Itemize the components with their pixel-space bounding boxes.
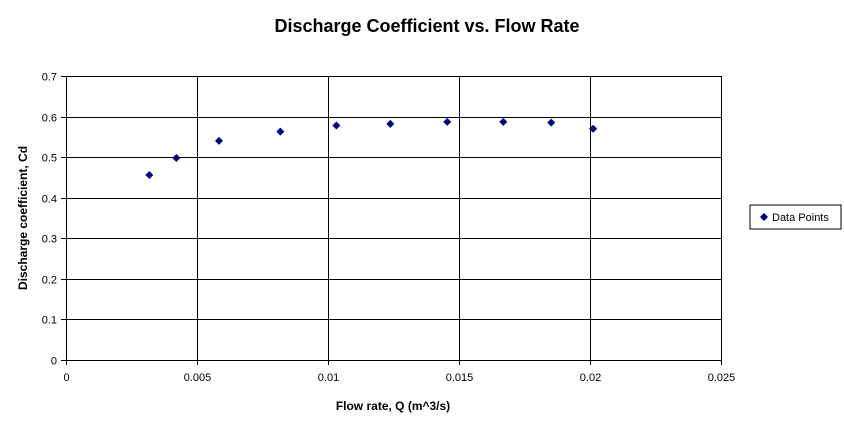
- y-tick-label: 0: [51, 356, 57, 368]
- legend-label: Data Points: [772, 212, 829, 224]
- data-point: [172, 153, 181, 162]
- y-tick-label: 0.3: [42, 234, 57, 246]
- y-tick-label: 0.5: [42, 153, 57, 165]
- data-point: [332, 121, 341, 130]
- data-point: [276, 127, 285, 136]
- data-point: [499, 117, 508, 126]
- x-tick-label: 0: [63, 372, 69, 384]
- data-point: [386, 119, 395, 128]
- x-tick-label: 0.02: [580, 372, 601, 384]
- chart-title: Discharge Coefficient vs. Flow Rate: [274, 16, 579, 36]
- data-point: [145, 170, 154, 179]
- data-point: [215, 136, 224, 145]
- legend: Data Points: [749, 204, 842, 230]
- y-tick-label: 0.1: [42, 315, 57, 327]
- data-point: [443, 117, 452, 126]
- x-tick-label: 0.01: [318, 372, 339, 384]
- x-tick-label: 0.015: [446, 372, 474, 384]
- y-tick-label: 0.7: [42, 72, 57, 84]
- y-tick-label: 0.6: [42, 113, 57, 125]
- data-point: [547, 118, 556, 127]
- legend-marker-diamond: [760, 213, 768, 221]
- data-point: [589, 124, 598, 133]
- y-tick-label: 0.2: [42, 275, 57, 287]
- x-axis-label: Flow rate, Q (m^3/s): [336, 399, 450, 413]
- plot-area-border: [66, 76, 722, 361]
- x-tick-label: 0.005: [184, 372, 212, 384]
- x-tick-label: 0.025: [708, 372, 736, 384]
- y-axis-label: Discharge coefficient, Cd: [16, 146, 30, 290]
- y-tick-label: 0.4: [42, 194, 57, 206]
